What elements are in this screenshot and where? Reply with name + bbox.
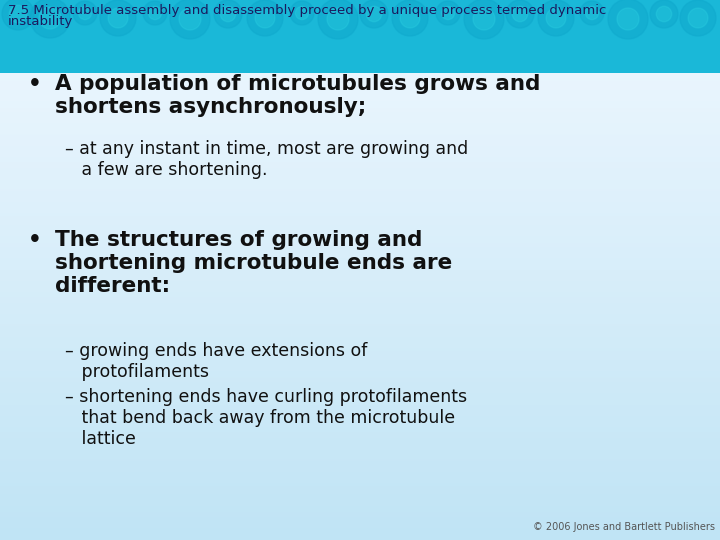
Circle shape bbox=[255, 8, 275, 28]
Circle shape bbox=[9, 5, 27, 23]
Circle shape bbox=[100, 0, 136, 36]
Text: The structures of growing and
shortening microtubule ends are
different:: The structures of growing and shortening… bbox=[55, 230, 452, 296]
Circle shape bbox=[290, 1, 314, 25]
Text: © 2006 Jones and Bartlett Publishers: © 2006 Jones and Bartlett Publishers bbox=[533, 522, 715, 532]
Circle shape bbox=[400, 8, 420, 28]
Bar bbox=[0, 0, 720, 73]
Circle shape bbox=[2, 0, 34, 30]
Circle shape bbox=[143, 1, 167, 25]
Circle shape bbox=[327, 8, 349, 30]
Circle shape bbox=[360, 0, 388, 28]
Circle shape bbox=[318, 0, 358, 39]
Circle shape bbox=[108, 8, 128, 28]
Circle shape bbox=[220, 6, 235, 22]
Circle shape bbox=[513, 6, 528, 22]
Circle shape bbox=[608, 0, 648, 39]
Text: – shortening ends have curling protofilaments
   that bend back away from the mi: – shortening ends have curling protofila… bbox=[65, 388, 467, 448]
Circle shape bbox=[617, 8, 639, 30]
Circle shape bbox=[295, 6, 309, 19]
Circle shape bbox=[657, 6, 672, 22]
Text: – growing ends have extensions of
   protofilaments: – growing ends have extensions of protof… bbox=[65, 342, 367, 381]
Text: instability: instability bbox=[8, 15, 73, 28]
Circle shape bbox=[650, 0, 678, 28]
Circle shape bbox=[441, 6, 454, 19]
Circle shape bbox=[473, 8, 495, 30]
Text: 7.5 Microtubule assembly and disassembly proceed by a unique process termed dyna: 7.5 Microtubule assembly and disassembly… bbox=[8, 4, 606, 17]
Circle shape bbox=[148, 6, 161, 19]
Circle shape bbox=[247, 0, 283, 36]
Circle shape bbox=[580, 1, 604, 25]
Text: A population of microtubules grows and
shortens asynchronously;: A population of microtubules grows and s… bbox=[55, 74, 541, 117]
Circle shape bbox=[170, 0, 210, 39]
Text: – at any instant in time, most are growing and
   a few are shortening.: – at any instant in time, most are growi… bbox=[65, 140, 468, 179]
Circle shape bbox=[30, 0, 70, 38]
Circle shape bbox=[506, 0, 534, 28]
Circle shape bbox=[39, 7, 61, 29]
Text: •: • bbox=[28, 230, 42, 250]
Circle shape bbox=[585, 6, 598, 19]
Circle shape bbox=[366, 6, 382, 22]
Circle shape bbox=[464, 0, 504, 39]
Circle shape bbox=[179, 8, 201, 30]
Circle shape bbox=[392, 0, 428, 36]
Circle shape bbox=[73, 1, 97, 25]
Circle shape bbox=[214, 0, 242, 28]
Circle shape bbox=[78, 6, 91, 19]
Circle shape bbox=[680, 0, 716, 36]
Circle shape bbox=[688, 8, 708, 28]
Circle shape bbox=[538, 0, 574, 36]
Text: •: • bbox=[28, 74, 42, 94]
Circle shape bbox=[436, 1, 460, 25]
Circle shape bbox=[546, 8, 566, 28]
